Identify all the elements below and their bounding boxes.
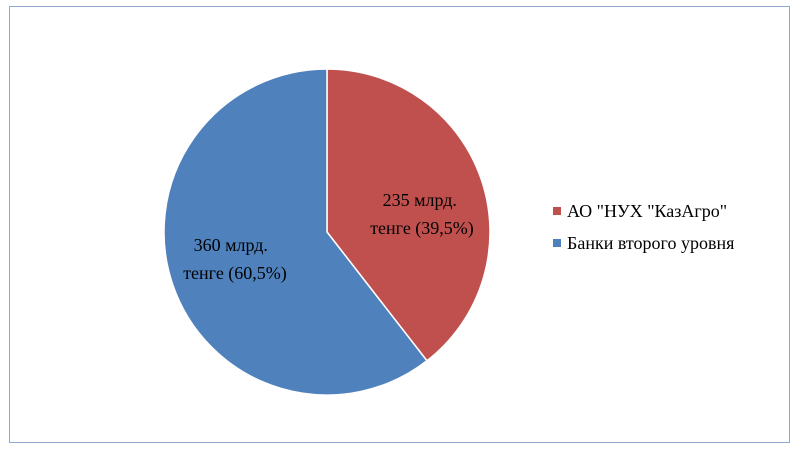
legend-item-banks: Банки второго уровня <box>553 233 734 253</box>
legend-label-kazagro: АО "НУХ "КазАгро" <box>567 201 727 221</box>
pie-slices <box>163 68 491 396</box>
slice-label-kazagro-line2: тенге (39,5%) <box>370 218 474 239</box>
slice-label-banks: 360 млрд. тенге (60,5%) <box>183 235 287 284</box>
legend-swatch-kazagro <box>553 207 561 215</box>
slice-label-banks-line1: 360 млрд. <box>194 235 268 255</box>
legend-label-banks: Банки второго уровня <box>567 233 734 253</box>
legend-swatch-banks <box>553 239 561 247</box>
slice-label-banks-line2: тенге (60,5%) <box>183 263 287 284</box>
slice-label-kazagro-line1: 235 млрд. <box>383 190 457 210</box>
legend-item-kazagro: АО "НУХ "КазАгро" <box>553 201 727 221</box>
legend: АО "НУХ "КазАгро" Банки второго уровня <box>553 201 734 253</box>
pie-slice-banks <box>163 68 428 396</box>
slice-label-kazagro: 235 млрд. тенге (39,5%) <box>370 190 474 239</box>
pie-slice-kazagro <box>326 68 491 362</box>
